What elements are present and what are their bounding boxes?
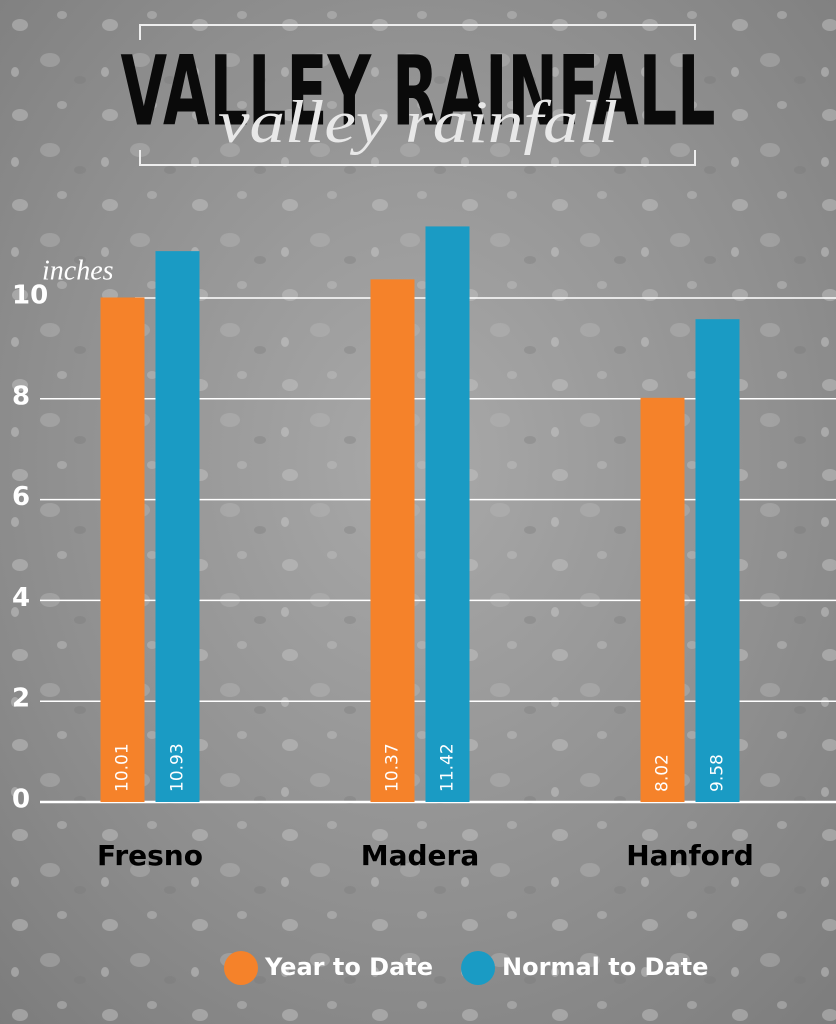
bar (640, 397, 685, 802)
y-tick-label: 0 (12, 785, 30, 815)
legend-label: Year to Date (264, 953, 433, 981)
value-label: 8.02 (653, 754, 673, 792)
value-label: 10.01 (113, 743, 133, 792)
bar (695, 319, 740, 802)
title-frame (139, 24, 696, 166)
x-tick-label: Madera (361, 839, 480, 872)
chart-subtitle: valley rainfall (218, 89, 618, 155)
legend: Year to Date Normal to Date (224, 951, 708, 985)
legend-marker (461, 951, 496, 985)
y-tick-label: 6 (12, 482, 30, 512)
chart-title: VALLEY RAINFALL (121, 35, 716, 147)
bar (370, 279, 415, 802)
bar (100, 297, 145, 802)
y-tick-label: 8 (12, 381, 30, 411)
legend-marker (224, 951, 258, 985)
y-tick-label: 4 (12, 583, 30, 613)
y-axis-label: inches (42, 255, 114, 286)
x-tick-label: Fresno (97, 839, 203, 872)
value-label: 9.58 (708, 754, 728, 792)
value-label: 11.42 (438, 743, 458, 792)
value-label: 10.37 (383, 743, 403, 792)
bar (425, 226, 470, 802)
x-tick-label: Hanford (626, 839, 754, 872)
y-tick-label: 2 (12, 684, 30, 714)
y-tick-label: 10 (12, 281, 48, 311)
legend-label: Normal to Date (502, 953, 708, 981)
value-label: 10.93 (168, 743, 188, 792)
bar (155, 251, 200, 803)
